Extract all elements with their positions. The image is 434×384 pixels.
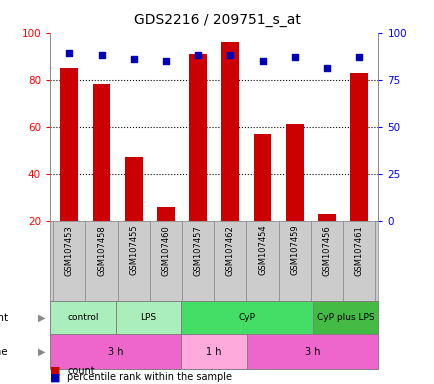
Point: [98, 52, 105, 58]
Point: [194, 52, 201, 58]
Text: GSM107457: GSM107457: [193, 225, 202, 276]
Point: [291, 54, 298, 60]
Bar: [92, 84, 110, 221]
Text: 1 h: 1 h: [206, 347, 221, 357]
Point: [227, 52, 233, 58]
Bar: [189, 54, 207, 221]
Point: [355, 54, 362, 60]
Bar: [115, 301, 181, 334]
Text: CyP plus LPS: CyP plus LPS: [316, 313, 374, 322]
Text: GSM107460: GSM107460: [161, 225, 170, 276]
Bar: [349, 73, 367, 221]
Text: count: count: [67, 366, 95, 376]
Text: GSM107461: GSM107461: [354, 225, 363, 276]
Bar: [247, 334, 378, 369]
Bar: [312, 301, 378, 334]
Text: 3 h: 3 h: [108, 347, 123, 357]
Text: GSM107456: GSM107456: [322, 225, 331, 276]
Text: GSM107453: GSM107453: [65, 225, 74, 276]
Text: ▶: ▶: [37, 313, 45, 323]
Text: ■: ■: [50, 366, 60, 376]
Bar: [181, 301, 312, 334]
Text: ■: ■: [50, 372, 60, 382]
Bar: [181, 334, 247, 369]
Text: LPS: LPS: [140, 313, 156, 322]
Text: GSM107455: GSM107455: [129, 225, 138, 275]
Text: GSM107458: GSM107458: [97, 225, 106, 276]
Point: [259, 58, 266, 64]
Text: GDS2216 / 209751_s_at: GDS2216 / 209751_s_at: [134, 13, 300, 27]
Text: 3 h: 3 h: [304, 347, 320, 357]
Bar: [50, 301, 115, 334]
Text: agent: agent: [0, 313, 9, 323]
Text: ▶: ▶: [37, 347, 45, 357]
Point: [130, 56, 137, 62]
Bar: [285, 124, 303, 221]
Point: [162, 58, 169, 64]
Bar: [221, 42, 239, 221]
Text: GSM107454: GSM107454: [257, 225, 266, 275]
Bar: [157, 207, 174, 221]
Point: [323, 65, 330, 71]
Bar: [317, 214, 335, 221]
Bar: [50, 334, 181, 369]
Bar: [253, 134, 271, 221]
Text: time: time: [0, 347, 9, 357]
Text: GSM107462: GSM107462: [225, 225, 234, 276]
Text: CyP: CyP: [238, 313, 255, 322]
Text: control: control: [67, 313, 99, 322]
Bar: [60, 68, 78, 221]
Text: percentile rank within the sample: percentile rank within the sample: [67, 372, 232, 382]
Point: [66, 50, 72, 56]
Bar: [125, 157, 142, 221]
Text: GSM107459: GSM107459: [289, 225, 299, 275]
